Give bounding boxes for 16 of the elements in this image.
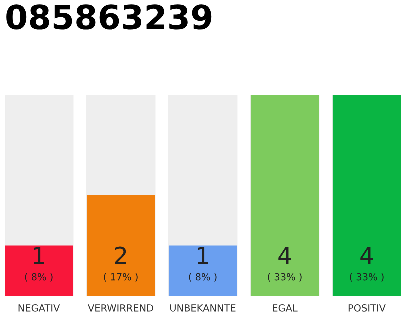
- annotation: ( 33% ): [350, 273, 384, 282]
- data-label: 2: [115, 246, 126, 264]
- x-tick-label: VERWIRREND: [88, 304, 154, 312]
- x-tick-label: EGAL: [273, 304, 298, 312]
- x-tick-label: POSITIV: [348, 304, 386, 312]
- annotation: ( 17% ): [104, 273, 138, 282]
- x-tick-label: UNBEKANNTE: [170, 304, 236, 312]
- data-label: 4: [278, 247, 292, 264]
- annotation: ( 8% ): [25, 273, 53, 282]
- annotation: ( 33% ): [268, 273, 302, 282]
- chart-title: 085863239: [6, 4, 212, 30]
- x-tick-label: NEGATIV: [18, 304, 60, 312]
- annotation: ( 8% ): [189, 273, 217, 282]
- data-label: 1: [34, 247, 44, 264]
- data-label: 4: [360, 247, 374, 264]
- data-label: 1: [198, 247, 208, 264]
